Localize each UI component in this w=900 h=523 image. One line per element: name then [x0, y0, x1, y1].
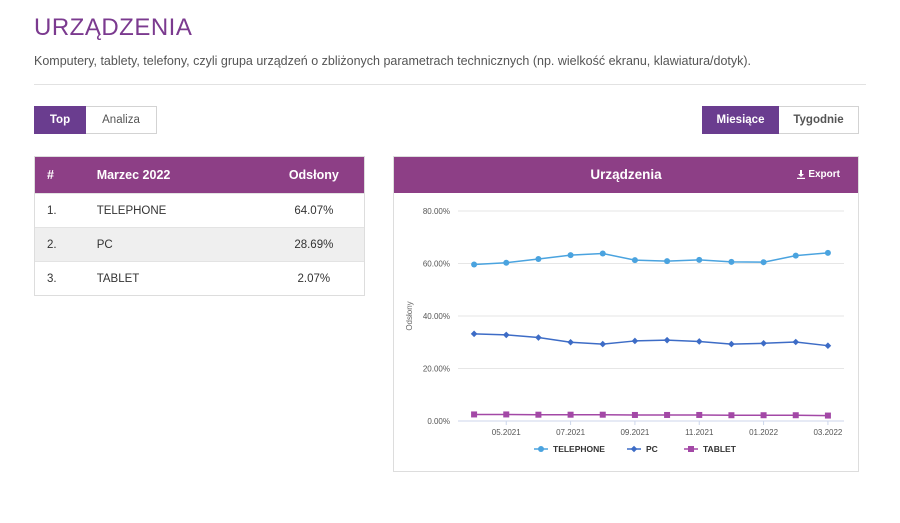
data-point-tablet [503, 411, 510, 418]
devices-chart-card: Urządzenia Export 0.00% 20.00% 40.00% 60.00… [393, 156, 859, 472]
y-axis-label: Odsłony [405, 301, 414, 330]
table-row: 3. TABLET 2.07% [35, 261, 364, 295]
legend-marker-tablet [688, 446, 694, 452]
table-row: 1. TELEPHONE 64.07% [35, 193, 364, 227]
legend-item-pc[interactable]: PC [646, 444, 658, 454]
data-point-telephone [567, 252, 574, 259]
row-rank: 1. [47, 204, 57, 217]
col-period-header[interactable]: Marzec 2022 [96, 168, 171, 182]
row-value: 2.07% [297, 272, 331, 285]
x-tick-label: 07.2021 [556, 428, 585, 437]
tab-top[interactable]: Top [34, 106, 86, 134]
legend-marker-pc [630, 445, 638, 453]
table-row: 2. PC 28.69% [35, 227, 364, 261]
col-views-header[interactable]: Odsłony [288, 168, 339, 182]
data-point-tablet [824, 412, 831, 419]
page-subtitle: Komputery, tablety, telefony, czyli grup… [34, 54, 752, 68]
data-point-tablet [599, 411, 606, 418]
period-tab-group: Miesiące Tygodnie [702, 106, 859, 134]
data-point-pc [760, 340, 767, 347]
data-point-pc [535, 334, 542, 341]
download-icon [797, 170, 806, 179]
row-rank: 2. [47, 238, 57, 251]
data-point-pc [824, 342, 832, 349]
data-point-telephone [824, 249, 831, 256]
series-line-pc [474, 333, 829, 347]
x-tick-label: 01.2022 [749, 428, 778, 437]
top-devices-table: # Marzec 2022 Odsłony 1. TELEPHONE 64.07… [34, 156, 365, 296]
data-point-pc [728, 340, 735, 348]
data-point-pc [599, 340, 607, 348]
legend-marker-telephone [538, 446, 544, 452]
tab-analiza[interactable]: Analiza [86, 106, 157, 134]
y-tick-label: 40.00% [423, 312, 450, 321]
data-point-telephone [728, 258, 735, 265]
row-device: TELEPHONE [96, 204, 167, 217]
x-tick-label: 11.2021 [685, 428, 714, 437]
data-point-tablet [664, 411, 671, 418]
data-point-telephone [503, 259, 510, 266]
legend-item-tablet[interactable]: TABLET [703, 444, 737, 454]
row-value: 28.69% [294, 238, 334, 251]
data-point-telephone [696, 256, 703, 263]
data-point-telephone [664, 258, 671, 265]
page-title: URZĄDZENIA [34, 14, 193, 41]
data-point-pc [567, 338, 574, 346]
data-point-telephone [792, 252, 799, 259]
data-point-telephone [599, 250, 606, 257]
tab-tygodnie[interactable]: Tygodnie [779, 106, 859, 134]
legend-item-telephone[interactable]: TELEPHONE [553, 444, 605, 454]
data-point-pc [470, 330, 478, 338]
data-point-tablet [471, 411, 478, 418]
x-tick-label: 05.2021 [492, 428, 521, 437]
data-point-tablet [792, 412, 799, 419]
y-tick-label: 60.00% [423, 260, 450, 269]
data-point-telephone [631, 257, 638, 264]
table-header-row: # Marzec 2022 Odsłony [35, 157, 364, 193]
row-device: TABLET [96, 272, 140, 285]
data-point-telephone [471, 261, 478, 268]
x-tick-label: 03.2022 [813, 428, 842, 437]
row-value: 64.07% [294, 204, 334, 217]
y-tick-label: 80.00% [423, 207, 450, 216]
tab-miesiace[interactable]: Miesiące [702, 106, 779, 134]
data-point-tablet [567, 411, 574, 418]
header-divider [34, 84, 866, 85]
y-tick-label: 20.00% [423, 365, 450, 374]
export-button[interactable]: Export [797, 169, 840, 180]
series-line-tablet [474, 413, 828, 417]
data-point-pc [663, 336, 671, 344]
data-point-pc [631, 337, 639, 345]
data-point-tablet [760, 412, 767, 419]
data-point-tablet [535, 411, 542, 418]
data-point-pc [502, 331, 510, 339]
data-point-pc [792, 338, 800, 346]
data-point-pc [695, 338, 703, 345]
series-line-telephone [474, 252, 828, 266]
data-point-tablet [728, 412, 735, 419]
data-point-tablet [631, 411, 638, 418]
row-device: PC [96, 238, 113, 251]
data-point-telephone [535, 256, 542, 263]
col-rank-header[interactable]: # [47, 168, 54, 182]
x-tick-label: 09.2021 [620, 428, 649, 437]
data-point-telephone [760, 259, 767, 266]
export-label: Export [808, 169, 840, 180]
y-tick-label: 0.00% [427, 417, 450, 426]
devices-line-chart: 0.00% 20.00% 40.00% 60.00% 80.00% Odsłony 05.2… [405, 207, 844, 454]
chart-header: Urządzenia Export [394, 157, 858, 193]
data-point-tablet [696, 411, 703, 418]
view-tab-group: Top Analiza [34, 106, 157, 134]
row-rank: 3. [47, 272, 57, 285]
chart-title: Urządzenia [590, 167, 662, 182]
